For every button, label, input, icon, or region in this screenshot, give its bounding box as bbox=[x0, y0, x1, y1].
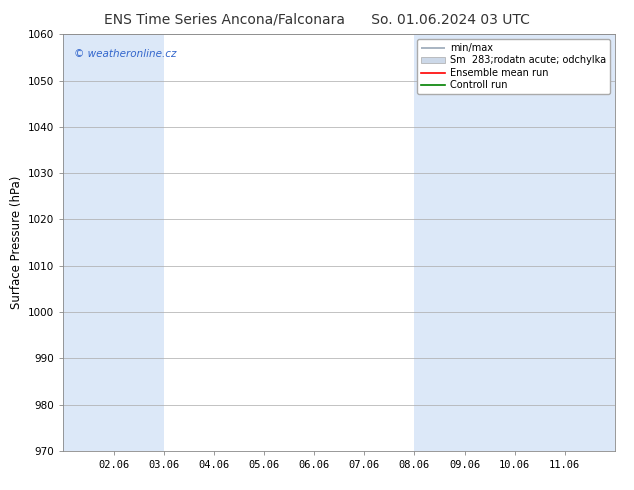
Bar bbox=[565, 34, 615, 451]
Bar bbox=[113, 34, 164, 451]
Text: © weatheronline.cz: © weatheronline.cz bbox=[74, 49, 177, 59]
Bar bbox=[63, 34, 113, 451]
Y-axis label: Surface Pressure (hPa): Surface Pressure (hPa) bbox=[10, 176, 23, 309]
Bar bbox=[415, 34, 465, 451]
Bar bbox=[465, 34, 515, 451]
Text: ENS Time Series Ancona/Falconara      So. 01.06.2024 03 UTC: ENS Time Series Ancona/Falconara So. 01.… bbox=[104, 12, 530, 26]
Legend: min/max, Sm  283;rodatn acute; odchylka, Ensemble mean run, Controll run: min/max, Sm 283;rodatn acute; odchylka, … bbox=[417, 39, 610, 94]
Bar bbox=[515, 34, 565, 451]
